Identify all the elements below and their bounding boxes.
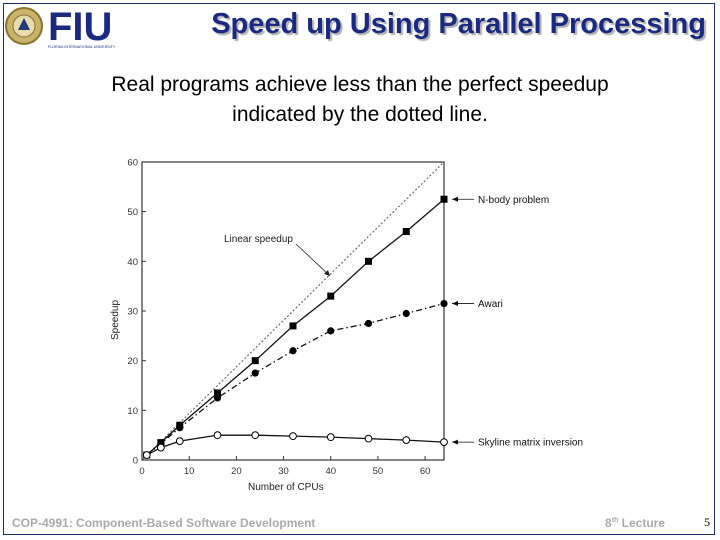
slide-subtitle: Real programs achieve less than the perf…: [0, 70, 720, 130]
data-point: [214, 389, 221, 397]
x-tick-label: 40: [325, 466, 336, 477]
legend-label: N-body problem: [478, 195, 549, 206]
logo-text: FIU: [48, 5, 112, 49]
x-tick-label: 0: [139, 466, 144, 477]
y-axis-label: Speedup: [110, 300, 121, 340]
x-tick-label: 50: [373, 466, 384, 477]
slide-title: Speed up Using Parallel Processing: [211, 8, 706, 40]
subtitle-line-1: Real programs achieve less than the perf…: [111, 73, 609, 96]
lecture-suffix: th: [611, 517, 619, 524]
data-point: [289, 432, 297, 441]
data-point: [327, 292, 335, 300]
footer-course: COP-4991: Component-Based Software Devel…: [12, 516, 316, 530]
data-point: [440, 299, 448, 308]
data-point: [289, 347, 297, 355]
series-markers: [142, 195, 448, 459]
x-tick-label: 30: [278, 466, 289, 477]
legend-label: Awari: [478, 299, 503, 310]
legend: N-body problem Awari Skyline matrix invers…: [452, 195, 583, 449]
data-point: [251, 357, 259, 365]
lecture-word: Lecture: [621, 516, 665, 530]
x-tick-label: 60: [420, 466, 431, 477]
data-point: [365, 257, 372, 265]
x-tick-label: 10: [184, 466, 195, 477]
page-number: 5: [704, 515, 710, 529]
data-point: [440, 438, 448, 447]
x-axis-label: Number of CPUs: [248, 482, 324, 493]
data-point: [364, 434, 373, 443]
y-axis-ticks: 0 10 20 30 40 50 60: [127, 158, 146, 467]
data-point: [402, 436, 411, 445]
fiu-logo: FIU FLORIDA INTERNATIONAL UNIVERSITY: [5, 5, 116, 49]
data-point: [175, 437, 184, 446]
speedup-chart: 0 10 20 30 40 50 60 0 10 20 30 40 50 60 N-body probl…: [110, 158, 583, 494]
y-tick-label: 30: [127, 307, 138, 318]
x-axis-ticks: 0 10 20 30 40 50 60: [139, 456, 430, 477]
data-point: [213, 394, 222, 402]
subtitle-line-2: indicated by the dotted line.: [232, 103, 488, 126]
data-point: [213, 431, 222, 440]
linear-speedup-line: [141, 161, 445, 461]
data-point: [156, 443, 165, 452]
data-point: [402, 228, 410, 236]
lecture-number: 8: [605, 516, 612, 530]
y-tick-label: 0: [133, 456, 138, 467]
legend-label: Skyline matrix inversion: [478, 438, 583, 449]
data-point: [326, 433, 335, 442]
data-point: [251, 431, 260, 440]
series-line-0: [146, 198, 445, 456]
y-tick-label: 50: [127, 207, 138, 218]
legend-arrowhead: [452, 301, 458, 307]
data-point: [289, 322, 297, 330]
y-tick-label: 20: [127, 356, 138, 367]
y-tick-label: 60: [127, 158, 138, 169]
series-line-2: [146, 434, 445, 456]
y-tick-label: 10: [127, 406, 138, 417]
data-point: [176, 424, 184, 432]
data-point: [251, 369, 259, 377]
series-lines: [146, 198, 445, 456]
linear-speedup-annotation: Linear speedup: [224, 234, 293, 245]
data-point: [327, 327, 335, 335]
y-tick-label: 40: [127, 257, 138, 268]
data-point: [142, 451, 151, 459]
legend-arrowhead: [452, 439, 458, 445]
linear-speedup-arrowhead: [324, 270, 330, 276]
data-point: [364, 319, 373, 328]
slide-frame: [3, 3, 715, 535]
x-tick-label: 20: [231, 466, 242, 477]
legend-arrowhead: [452, 196, 458, 202]
linear-speedup-arrow: [295, 243, 331, 277]
logo-subtext: FLORIDA INTERNATIONAL UNIVERSITY: [48, 45, 116, 49]
data-point: [402, 309, 410, 318]
data-point: [440, 195, 448, 203]
series-line-1: [146, 302, 445, 456]
footer-lecture: 8th Lecture: [605, 516, 665, 530]
